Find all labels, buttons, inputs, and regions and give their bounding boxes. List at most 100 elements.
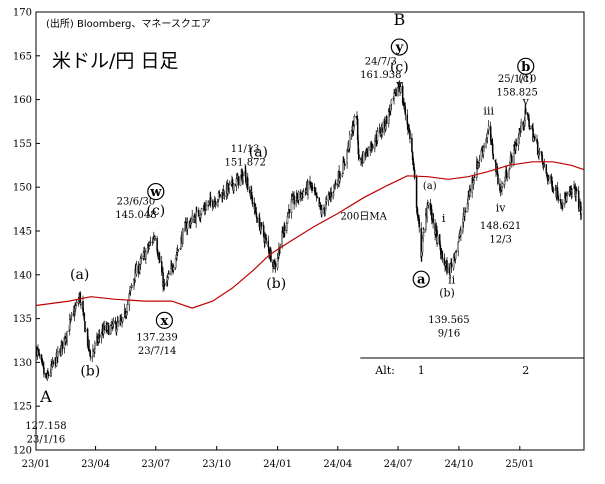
candle-body bbox=[74, 305, 77, 310]
candle-body bbox=[219, 194, 221, 197]
candle-body bbox=[487, 125, 490, 131]
candle-body bbox=[41, 360, 44, 365]
x-tick-label: 24/10 bbox=[444, 459, 473, 470]
candle-body bbox=[367, 147, 369, 157]
candle-body bbox=[131, 285, 133, 288]
annotation-text: iii bbox=[483, 104, 494, 117]
x-tick-label: 24/04 bbox=[323, 459, 352, 470]
circ-y: y bbox=[390, 38, 408, 56]
candle-body bbox=[538, 150, 541, 153]
candle-body bbox=[525, 108, 527, 115]
ann-low-2024-09: 139.565 9/16 bbox=[428, 315, 469, 340]
candle-body bbox=[426, 206, 428, 218]
candle-body bbox=[198, 210, 200, 217]
candle-body bbox=[390, 99, 393, 105]
candle-body bbox=[506, 176, 508, 180]
candle-body bbox=[362, 151, 365, 163]
candle-body bbox=[356, 118, 359, 140]
candle-body bbox=[386, 116, 388, 124]
x-tick-label: 25/01 bbox=[505, 459, 534, 470]
candle-body bbox=[352, 125, 355, 131]
annotation-text: 137.239 bbox=[136, 333, 177, 344]
ann-B: B bbox=[393, 10, 405, 29]
circle-letter: b bbox=[521, 60, 530, 75]
candle-body bbox=[446, 260, 448, 274]
candle-body bbox=[467, 196, 469, 205]
annotation-text: A bbox=[39, 387, 52, 406]
ann-low-2023-07: 137.239 23/7/14 bbox=[136, 333, 177, 358]
candle-body bbox=[443, 257, 446, 265]
candle-body bbox=[460, 230, 462, 236]
candle-body bbox=[534, 137, 536, 139]
candle-body bbox=[342, 161, 344, 174]
candle-body bbox=[404, 106, 407, 115]
candle-body bbox=[233, 183, 235, 192]
ann-b2: (b) bbox=[266, 276, 286, 292]
candle-body bbox=[415, 176, 418, 208]
candle-body bbox=[557, 195, 559, 201]
ann-high-2025-01: 25/1/10 158.825 bbox=[496, 74, 537, 99]
x-tick-label: 23/04 bbox=[81, 459, 110, 470]
candle-body bbox=[315, 192, 318, 198]
candle-body bbox=[287, 213, 289, 218]
candle-body bbox=[492, 154, 495, 160]
ann-MA: 200日MA bbox=[340, 212, 387, 223]
candle-body bbox=[358, 154, 360, 160]
candle-body bbox=[43, 367, 45, 375]
ann-ii: ii bbox=[448, 274, 456, 287]
candle-body bbox=[94, 343, 96, 349]
annotation-text: v bbox=[522, 95, 530, 108]
x-tick-label: 24/07 bbox=[384, 459, 413, 470]
axes: 120 125 130 135 140 145 150 155 160 165 170 23/01 23… bbox=[13, 8, 585, 470]
candle-body bbox=[497, 174, 499, 185]
annotation-text: 24/7/3 bbox=[365, 57, 397, 68]
annotation-text: 200日MA bbox=[340, 212, 387, 223]
candle-body bbox=[316, 196, 319, 198]
circ-a: a bbox=[412, 270, 430, 288]
circle-marker bbox=[412, 270, 430, 288]
candle-body bbox=[399, 86, 402, 93]
circle-marker bbox=[155, 311, 173, 329]
candle-body bbox=[168, 273, 170, 275]
candle-body bbox=[515, 143, 518, 147]
circle-letter: x bbox=[161, 314, 169, 329]
ann-v2: v bbox=[522, 95, 530, 108]
annotation-text: 12/3 bbox=[489, 235, 511, 246]
candle-body bbox=[376, 131, 379, 141]
candle-body bbox=[508, 169, 510, 178]
ann-high-2023-11: 11/13 151.872 bbox=[224, 144, 265, 169]
ann-a1: (a) bbox=[70, 267, 89, 283]
annotation-text: iv bbox=[496, 202, 507, 215]
ann-low-2023-01: 127.158 23/1/16 bbox=[25, 421, 66, 446]
candle-body bbox=[457, 242, 460, 252]
candle-body bbox=[218, 192, 221, 194]
candle-body bbox=[413, 169, 416, 179]
annotation-text: v bbox=[395, 78, 403, 91]
y-tick-label: 145 bbox=[13, 227, 32, 238]
candle-body bbox=[145, 251, 147, 259]
candle-body bbox=[256, 217, 258, 223]
candle-body bbox=[562, 202, 564, 206]
candle-body bbox=[450, 263, 453, 268]
candles bbox=[35, 80, 583, 382]
candle-body bbox=[237, 176, 240, 186]
candle-body bbox=[566, 195, 568, 202]
candle-body bbox=[325, 199, 328, 202]
annotation-text: 23/7/14 bbox=[138, 346, 177, 357]
source-note: (出所) Bloomberg、マネースクエア bbox=[46, 17, 211, 30]
candle-body bbox=[551, 180, 553, 190]
ann-c1: (c) bbox=[146, 203, 165, 219]
ann-high-2023-06: 23/6/30 145.048 bbox=[115, 197, 156, 222]
candle-body bbox=[406, 114, 409, 125]
annotation-text: (b) bbox=[439, 287, 455, 300]
candle-body bbox=[473, 177, 475, 181]
candle-body bbox=[276, 257, 279, 269]
candle-body bbox=[121, 317, 124, 322]
candle-body bbox=[182, 228, 184, 244]
candle-body bbox=[330, 192, 332, 197]
candle-body bbox=[420, 228, 422, 258]
candle-body bbox=[174, 258, 177, 268]
annotation-text: 151.872 bbox=[224, 158, 265, 169]
annotation-text: (b) bbox=[266, 276, 286, 292]
